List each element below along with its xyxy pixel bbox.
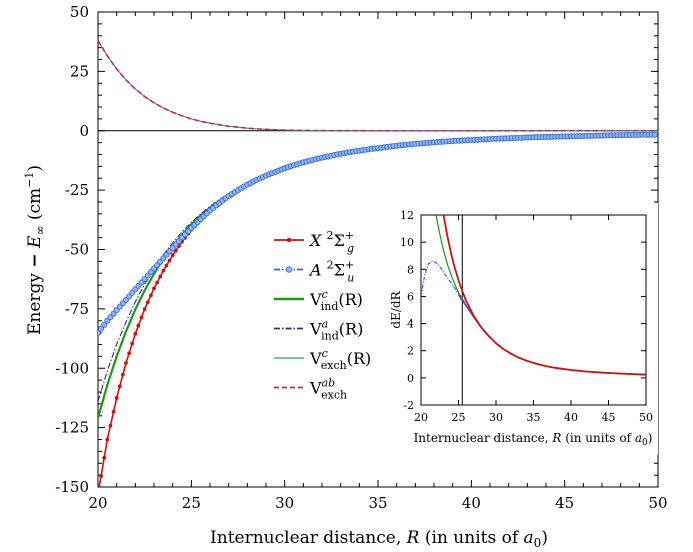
x-tick-label: 25	[182, 494, 201, 512]
data-point	[164, 263, 169, 268]
x-tick-label: 20	[88, 494, 107, 512]
legend-item: Vc exch(R)	[274, 347, 371, 372]
legend-label: Vab exch	[309, 377, 347, 402]
data-point	[158, 274, 163, 279]
legend-label: Vc ind(R)	[309, 288, 363, 313]
data-point	[145, 300, 150, 305]
y-tick-label: 0	[79, 122, 89, 140]
legend-item: Vab exch	[274, 377, 347, 402]
data-point	[167, 258, 172, 263]
data-point	[170, 253, 175, 258]
data-point	[155, 280, 160, 285]
series-line	[98, 40, 658, 132]
main-x-axis-label: Internuclear distance, R (in units of a0…	[210, 528, 548, 550]
inset-y-tick-label: 6	[407, 290, 414, 303]
legend-item: Va ind(R)	[274, 318, 363, 343]
y-tick-label: -125	[55, 419, 89, 437]
data-point	[161, 268, 166, 273]
y-tick-label: -25	[65, 181, 89, 199]
legend-marker	[285, 266, 293, 273]
main-series	[98, 40, 658, 487]
data-point	[114, 396, 119, 400]
x-tick-label: 35	[368, 494, 387, 512]
y-tick-label: 50	[70, 3, 89, 21]
inset-series	[421, 215, 646, 376]
y-tick-label: -50	[65, 241, 89, 259]
y-tick-label: -100	[55, 359, 89, 377]
legend: X 2Σ+ g A 2Σ+ u Vc ind(R) Va ind(R) Vc exch(R) Vab…	[274, 229, 371, 402]
inset-x-tick-label: 35	[527, 411, 541, 424]
inset-y-tick-label: -2	[403, 399, 414, 412]
legend-label: X 2Σ+ g	[308, 229, 354, 255]
data-point	[117, 384, 122, 389]
data-point	[99, 474, 104, 478]
y-tick-label: -150	[55, 478, 89, 496]
data-point	[105, 437, 110, 442]
data-point	[111, 409, 116, 414]
x-tick-label: 30	[275, 494, 294, 512]
data-point	[139, 315, 144, 320]
inset-x-tick-label: 50	[639, 411, 653, 424]
inset-y-tick-label: 12	[400, 209, 414, 222]
inset-y-tick-label: 2	[407, 345, 414, 358]
x-tick-label: 50	[648, 494, 667, 512]
inset-y-tick-label: 8	[407, 263, 414, 276]
inset-series-line	[442, 215, 646, 376]
data-point	[148, 293, 153, 298]
inset-x-tick-label: 30	[489, 411, 503, 424]
legend-label: A 2Σ+ u	[308, 259, 354, 285]
inset-x-axis-label: Internuclear distance, R (in units of a0…	[414, 431, 653, 448]
inset-background	[395, 203, 658, 455]
inset-y-axis-label: dE/dR	[389, 290, 403, 328]
y-tick-label: 25	[70, 62, 89, 80]
data-point	[98, 325, 105, 332]
legend-item: Vc ind(R)	[274, 288, 363, 313]
data-point	[142, 307, 147, 312]
inset-x-tick-label: 45	[602, 411, 616, 424]
data-point	[651, 131, 658, 138]
data-point	[102, 455, 107, 460]
inset-x-tick-label: 20	[414, 411, 428, 424]
legend-item: A 2Σ+ u	[274, 259, 354, 285]
inset-x-tick-label: 25	[452, 411, 466, 424]
data-point	[101, 321, 108, 328]
x-tick-label: 45	[555, 494, 574, 512]
data-point	[124, 361, 128, 365]
data-point	[136, 323, 141, 328]
main-y-axis-label: Energy − E∞ (cm−1)	[23, 165, 47, 335]
legend-item: X 2Σ+ g	[274, 229, 354, 255]
data-point	[152, 286, 156, 291]
inset-y-tick-label: 4	[407, 318, 414, 331]
x-tick-label: 40	[462, 494, 481, 512]
data-point	[120, 372, 125, 377]
inset-y-tick-label: 10	[400, 236, 414, 249]
legend-label: Va ind(R)	[309, 318, 363, 343]
data-point	[127, 351, 132, 356]
legend-marker	[286, 237, 292, 243]
data-point	[108, 423, 113, 428]
legend-label: Vc exch(R)	[309, 347, 371, 372]
y-tick-label: -75	[65, 300, 89, 318]
inset-y-tick-label: 0	[407, 372, 414, 385]
data-point	[130, 341, 135, 346]
data-point	[133, 331, 138, 336]
inset-x-tick-label: 40	[564, 411, 578, 424]
series-line	[98, 40, 658, 132]
